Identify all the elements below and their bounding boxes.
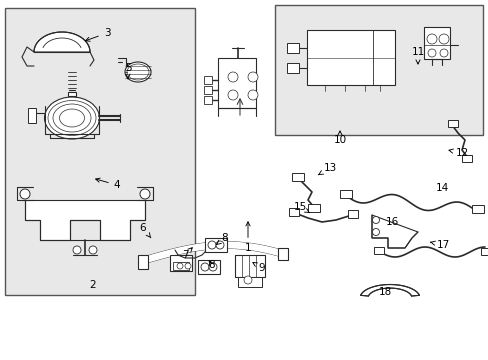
Polygon shape xyxy=(371,215,417,248)
Bar xyxy=(306,30,394,85)
Circle shape xyxy=(89,246,97,254)
Circle shape xyxy=(372,216,379,224)
Bar xyxy=(204,238,226,252)
Text: 16: 16 xyxy=(385,217,398,227)
Ellipse shape xyxy=(44,97,99,139)
Bar xyxy=(471,205,483,213)
Bar xyxy=(307,204,319,212)
Bar xyxy=(203,86,212,94)
Bar xyxy=(138,255,148,269)
Bar xyxy=(203,76,212,84)
Bar xyxy=(461,155,471,162)
Bar xyxy=(203,96,212,104)
Bar xyxy=(28,108,36,123)
Ellipse shape xyxy=(127,64,149,80)
Bar xyxy=(238,277,262,287)
Bar xyxy=(288,208,298,216)
Circle shape xyxy=(438,34,448,44)
Text: 15: 15 xyxy=(293,202,309,213)
Circle shape xyxy=(201,263,208,271)
Bar xyxy=(235,255,264,277)
Bar xyxy=(339,190,351,198)
Circle shape xyxy=(372,229,379,235)
Text: 8: 8 xyxy=(216,233,228,244)
Bar xyxy=(286,63,298,73)
Bar xyxy=(218,58,256,108)
Circle shape xyxy=(426,34,436,44)
Polygon shape xyxy=(360,284,419,296)
Text: 11: 11 xyxy=(410,47,424,64)
Text: 6: 6 xyxy=(140,223,150,238)
Text: 7: 7 xyxy=(182,248,192,260)
Bar xyxy=(5,8,195,295)
Circle shape xyxy=(20,189,30,199)
Text: 17: 17 xyxy=(430,240,448,250)
Circle shape xyxy=(208,263,217,271)
Bar xyxy=(173,262,189,270)
Circle shape xyxy=(244,276,251,284)
Circle shape xyxy=(140,189,150,199)
Bar xyxy=(278,248,287,260)
Circle shape xyxy=(177,263,183,269)
Circle shape xyxy=(439,49,447,57)
Bar xyxy=(274,5,482,135)
Text: 9: 9 xyxy=(252,262,265,273)
Circle shape xyxy=(73,246,81,254)
Text: 4: 4 xyxy=(96,178,120,190)
Circle shape xyxy=(184,263,191,269)
Circle shape xyxy=(247,72,258,82)
Text: 5: 5 xyxy=(124,63,131,79)
Text: 2: 2 xyxy=(89,280,96,290)
Text: 14: 14 xyxy=(434,183,447,193)
Polygon shape xyxy=(25,200,145,240)
Bar xyxy=(68,92,76,96)
Bar xyxy=(198,260,220,274)
Bar xyxy=(447,120,457,127)
Bar xyxy=(170,255,192,271)
Polygon shape xyxy=(34,32,90,52)
Bar xyxy=(286,43,298,53)
Circle shape xyxy=(216,241,224,249)
Text: 12: 12 xyxy=(448,148,468,158)
Text: 8: 8 xyxy=(208,260,215,270)
Text: 18: 18 xyxy=(378,287,391,297)
Circle shape xyxy=(247,90,258,100)
Bar xyxy=(423,27,449,59)
Text: 13: 13 xyxy=(318,163,336,175)
Ellipse shape xyxy=(125,62,151,82)
Text: 10: 10 xyxy=(333,131,346,145)
Circle shape xyxy=(427,49,435,57)
Circle shape xyxy=(227,90,238,100)
Bar xyxy=(480,248,488,255)
Bar xyxy=(373,247,383,254)
Circle shape xyxy=(227,72,238,82)
Bar xyxy=(291,173,304,181)
Bar xyxy=(347,210,357,218)
Text: 3: 3 xyxy=(85,28,110,41)
Circle shape xyxy=(207,241,216,249)
Text: 1: 1 xyxy=(244,222,251,253)
